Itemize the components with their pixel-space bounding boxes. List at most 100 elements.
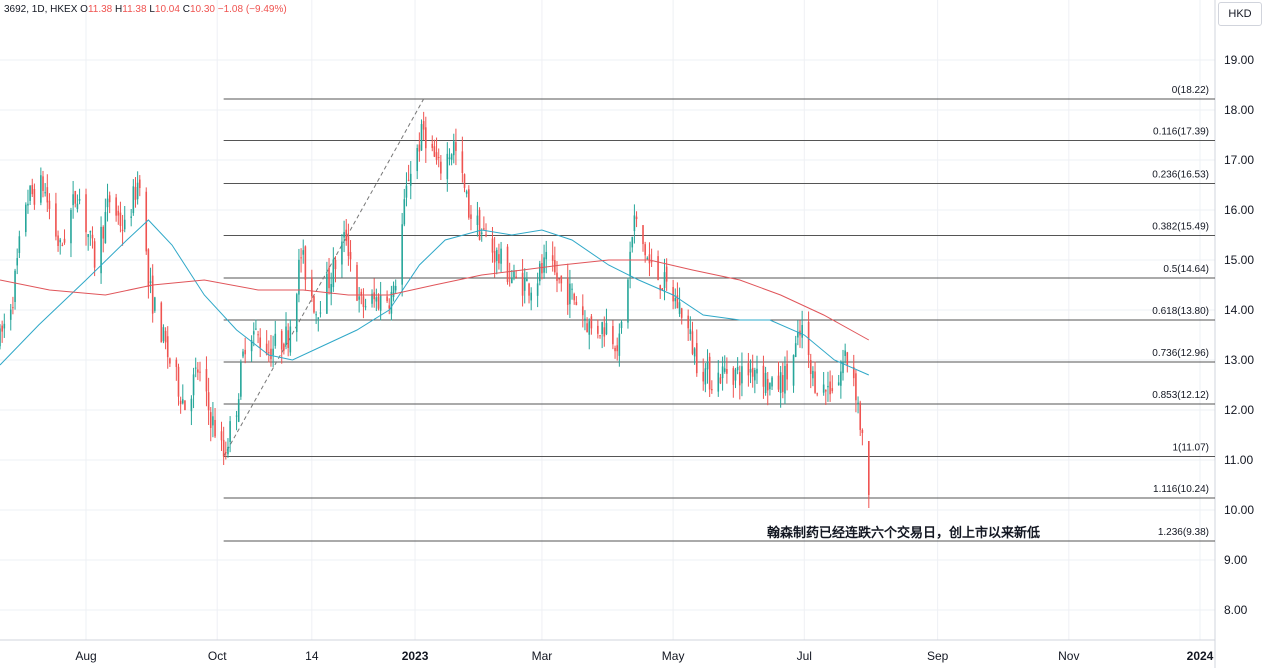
x-tick-label: Sep [927, 649, 949, 663]
candle-body [523, 278, 526, 291]
candle-body [274, 333, 277, 346]
candle-body [747, 363, 750, 376]
candle-body [786, 363, 788, 380]
candle-body [465, 191, 468, 194]
candle-body [319, 312, 322, 314]
candle-body [405, 185, 408, 198]
chart-annotation: 翰森制药已经连跌六个交易日，创上市以来新低 [767, 526, 1041, 541]
candle-body [468, 189, 470, 218]
candle-body [842, 361, 844, 374]
candle-body [289, 326, 292, 353]
candle-body [784, 365, 786, 394]
candle-body [511, 277, 513, 284]
candle-body [222, 439, 225, 457]
candle-body [781, 375, 784, 392]
candle-body [558, 278, 560, 280]
candle-body [265, 343, 268, 355]
candle-body [855, 373, 857, 401]
candle-body [631, 236, 634, 248]
candle-body [528, 283, 530, 296]
candle-body [392, 285, 395, 297]
candle-body [461, 151, 464, 174]
candle-body [726, 369, 728, 374]
candle-body [797, 331, 799, 338]
fib-level-label: 0.618(13.80) [1152, 306, 1209, 317]
candle-body [375, 297, 378, 302]
candle-body [852, 366, 855, 379]
candle-body [551, 255, 554, 261]
candle-body [87, 234, 89, 238]
candle-body [311, 277, 313, 297]
candle-body [435, 152, 438, 161]
low-value: 10.04 [154, 4, 180, 15]
close-value: 10.30 [189, 4, 215, 15]
fib-level-label: 1.116(10.24) [1153, 484, 1209, 495]
candle-body [560, 275, 563, 284]
fib-level-label: 0.116(17.39) [1153, 127, 1209, 138]
candle-body [160, 302, 163, 343]
candle-body [373, 292, 375, 300]
candle-body [642, 225, 644, 245]
candle-body [242, 351, 244, 357]
candle-body [829, 381, 831, 395]
candle-body [108, 195, 111, 203]
candle-body [678, 302, 681, 314]
candle-body [29, 185, 31, 201]
candle-body [134, 186, 137, 200]
candle-body [42, 176, 44, 191]
candle-body [169, 358, 171, 364]
candle-body [764, 372, 767, 393]
candle-body [362, 296, 365, 307]
candle-body [766, 378, 769, 391]
x-tick-label: May [662, 649, 685, 663]
candle-body [612, 326, 614, 345]
candle-body [235, 415, 238, 417]
candle-body [480, 232, 483, 234]
y-tick-label: 11.00 [1224, 453, 1253, 467]
candle-body [302, 250, 305, 255]
candle-body [136, 182, 139, 200]
candle-body [581, 306, 584, 316]
candle-body [330, 284, 332, 294]
high-value: 11.38 [122, 4, 147, 15]
candle-body [661, 288, 664, 291]
candle-body [573, 293, 575, 301]
candle-body [403, 199, 406, 225]
candle-body [287, 330, 289, 348]
candle-body [326, 273, 328, 314]
candle-body [409, 173, 412, 186]
candle-body [78, 199, 81, 201]
candle-body [463, 174, 466, 188]
candle-body [197, 369, 199, 373]
candle-body [571, 288, 573, 290]
currency-button[interactable]: HKD [1218, 2, 1262, 26]
candle-body [590, 316, 593, 329]
candle-body [538, 263, 541, 282]
x-tick-label: Mar [532, 649, 553, 663]
candle-body [207, 392, 210, 411]
candle-body [343, 232, 345, 238]
candle-body [147, 249, 150, 287]
candle-body [356, 264, 358, 301]
candle-body [422, 121, 425, 130]
candle-body [257, 334, 259, 336]
candle-body [861, 429, 864, 434]
candle-body [220, 431, 223, 441]
candle-body [59, 239, 62, 243]
y-tick-label: 18.00 [1224, 103, 1254, 117]
candle-body [687, 315, 689, 329]
candle-body [857, 402, 859, 404]
candle-body [431, 143, 434, 148]
candle-body [315, 314, 317, 316]
candle-body [0, 328, 1, 347]
candle-body [61, 244, 64, 246]
candle-body [569, 283, 571, 305]
candle-body [812, 370, 814, 379]
candle-body [450, 154, 453, 160]
candle-body [648, 254, 651, 264]
candle-body [418, 144, 421, 152]
candle-body [225, 451, 227, 453]
candle-body [840, 371, 842, 386]
fib-level-label: 0(18.22) [1172, 85, 1209, 96]
